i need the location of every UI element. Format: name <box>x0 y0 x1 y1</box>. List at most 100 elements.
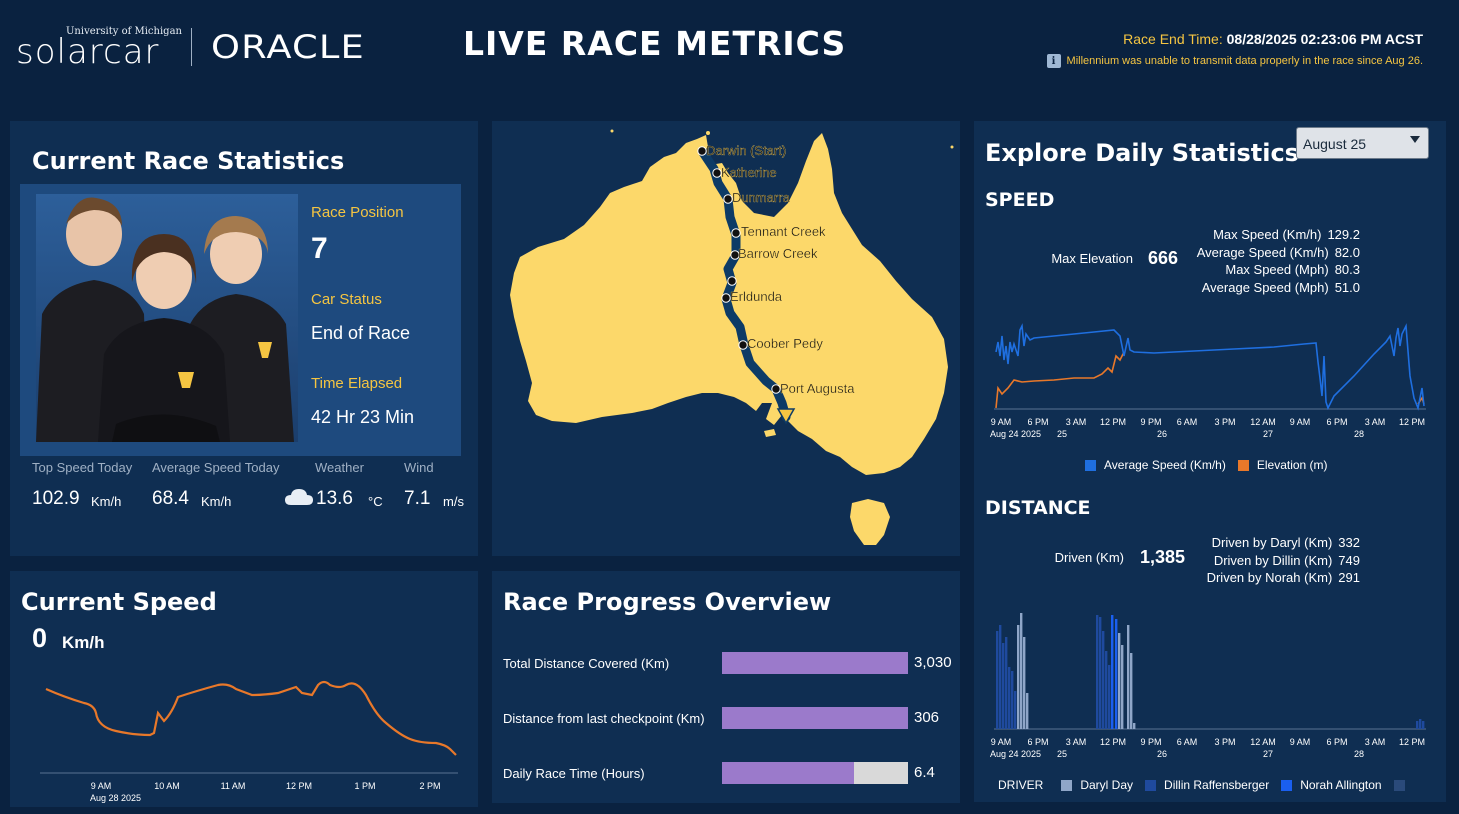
checkpoint-dot[interactable] <box>730 250 740 260</box>
weather-label: Weather <box>315 460 364 475</box>
x-tick-sublabel: 27 <box>1263 749 1274 759</box>
driver-stats: Driven by Daryl (Km) 332 Driven by Dillin… <box>1207 534 1360 587</box>
progress-label: Total Distance Covered (Km) <box>503 656 670 671</box>
checkpoint-dot[interactable] <box>727 276 737 286</box>
x-tick-label: 12 PM <box>285 781 312 791</box>
checkpoint-dot[interactable] <box>723 194 733 204</box>
race-stats-title: Current Race Statistics <box>32 147 345 175</box>
checkpoint-dot[interactable] <box>697 146 707 156</box>
x-tick-label: 3 PM <box>1214 737 1236 747</box>
speed-elevation-chart[interactable] <box>994 316 1426 411</box>
route-map-panel: Darwin (Start) Katherine Dunmarra Tennant C… <box>492 121 960 556</box>
progress-bar[interactable] <box>722 652 908 674</box>
race-end-time: Race End Time: 08/28/2025 02:23:06 PM AC… <box>1123 31 1423 47</box>
speed-trend-line <box>45 680 457 756</box>
x-tick-label: 9 AM <box>1289 737 1311 747</box>
distance-bar[interactable] <box>1130 653 1133 729</box>
legend-norah-label: Norah Allington <box>1300 778 1382 792</box>
distance-bar[interactable] <box>1102 631 1105 729</box>
distance-bar[interactable] <box>1118 633 1121 729</box>
distance-bar[interactable] <box>1422 721 1425 729</box>
distance-bar[interactable] <box>1008 667 1011 729</box>
tasmania <box>850 499 890 545</box>
distance-bar[interactable] <box>996 631 999 729</box>
distance-bar[interactable] <box>1096 615 1099 729</box>
progress-bar[interactable] <box>722 762 908 784</box>
race-end-label: Race End Time: <box>1123 31 1223 47</box>
distance-bar[interactable] <box>1014 691 1017 729</box>
x-tick-label: 6 PM <box>1326 417 1348 427</box>
chevron-down-icon[interactable] <box>1410 136 1420 143</box>
distance-bar[interactable] <box>1111 615 1114 729</box>
current-speed-title: Current Speed <box>21 588 217 616</box>
current-speed-chart[interactable] <box>40 675 460 775</box>
checkpoint-dot[interactable] <box>771 384 781 394</box>
distance-bar[interactable] <box>1005 637 1008 729</box>
logo-solarcar-text: solarcar <box>16 32 160 72</box>
checkpoint-dot[interactable] <box>721 293 731 303</box>
driven-label: Driven (Km) <box>1054 550 1124 565</box>
race-position-label: Race Position <box>311 204 404 221</box>
distance-bar[interactable] <box>1002 643 1005 729</box>
checkpoint-dot[interactable] <box>731 228 741 238</box>
x-tick-sublabel: 27 <box>1263 429 1274 439</box>
max-elevation-label: Max Elevation <box>1051 251 1133 266</box>
australia-map[interactable]: Darwin (Start) Katherine Dunmarra Tennant C… <box>492 121 960 556</box>
race-position-value: 7 <box>311 232 328 265</box>
distance-bar[interactable] <box>1023 637 1026 729</box>
legend-dillin-label: Dillin Raffensberger <box>1164 778 1270 792</box>
distance-bar[interactable] <box>1020 613 1023 729</box>
checkpoint-label: Erldunda <box>730 289 783 304</box>
speed-heading: SPEED <box>985 189 1055 211</box>
distance-chart[interactable] <box>994 606 1426 730</box>
checkpoint-dot[interactable] <box>738 340 748 350</box>
distance-bar[interactable] <box>1108 665 1111 729</box>
legend-swatch-speed <box>1085 459 1096 471</box>
checkpoint-dot[interactable] <box>712 168 722 178</box>
distance-bar[interactable] <box>1017 625 1020 729</box>
distance-bar[interactable] <box>1026 693 1029 729</box>
x-tick-label: 11 AM <box>220 781 246 791</box>
x-tick-label: 3 PM <box>1214 417 1236 427</box>
legend-swatch-other <box>1393 779 1405 791</box>
info-icon[interactable]: i <box>1046 54 1061 68</box>
wind-label: Wind <box>404 460 434 475</box>
distance-bar[interactable] <box>1099 617 1102 729</box>
x-tick-sublabel: 26 <box>1157 429 1168 439</box>
checkpoint-label: Dunmarra <box>732 190 791 205</box>
legend-swatch-daryl <box>1061 779 1073 791</box>
distance-bar[interactable] <box>1121 645 1124 729</box>
top-speed-label: Top Speed Today <box>32 460 133 475</box>
x-tick-label: 3 AM <box>1065 417 1087 427</box>
distance-bar[interactable] <box>999 625 1002 729</box>
current-speed-unit: Km/h <box>62 633 105 652</box>
x-tick-sublabel: 28 <box>1354 749 1365 759</box>
driver-stat-row: Driven by Norah (Km) 291 <box>1206 570 1360 585</box>
weather-value: 13.6 <box>316 488 353 509</box>
checkpoint-label: Barrow Creek <box>738 246 818 261</box>
distance-bar[interactable] <box>1115 619 1118 729</box>
distance-bar[interactable] <box>1105 651 1108 729</box>
distance-bar[interactable] <box>1127 625 1130 729</box>
legend-daryl-label: Daryl Day <box>1080 778 1134 792</box>
x-tick-label: 6 PM <box>1027 417 1049 427</box>
x-tick-label: 12 PM <box>1398 737 1425 747</box>
x-tick-sublabel: 25 <box>1057 429 1068 439</box>
distance-bar[interactable] <box>1011 671 1014 729</box>
distance-bar[interactable] <box>1133 723 1136 729</box>
progress-bar[interactable] <box>722 707 908 729</box>
legend-elevation-label: Elevation (m) <box>1256 458 1328 472</box>
speed-legend: Average Speed (Km/h) Elevation (m) <box>1085 458 1328 472</box>
team-card: Race Position 7 Car Status End of Race T… <box>20 184 461 456</box>
date-select[interactable]: August 25 <box>1296 127 1429 159</box>
race-stats-panel: Current Race Statistics Race <box>10 121 478 556</box>
distance-bar[interactable] <box>1416 721 1419 729</box>
speed-line <box>995 323 1425 411</box>
elevation-line <box>995 351 1125 409</box>
car-status-label: Car Status <box>311 291 382 308</box>
distance-bar[interactable] <box>1419 719 1422 729</box>
x-tick-label: 9 AM <box>1289 417 1311 427</box>
distance-heading: DISTANCE <box>985 497 1091 519</box>
x-tick-label: 9 PM <box>1140 737 1162 747</box>
wind-value: 7.1 <box>404 488 431 509</box>
